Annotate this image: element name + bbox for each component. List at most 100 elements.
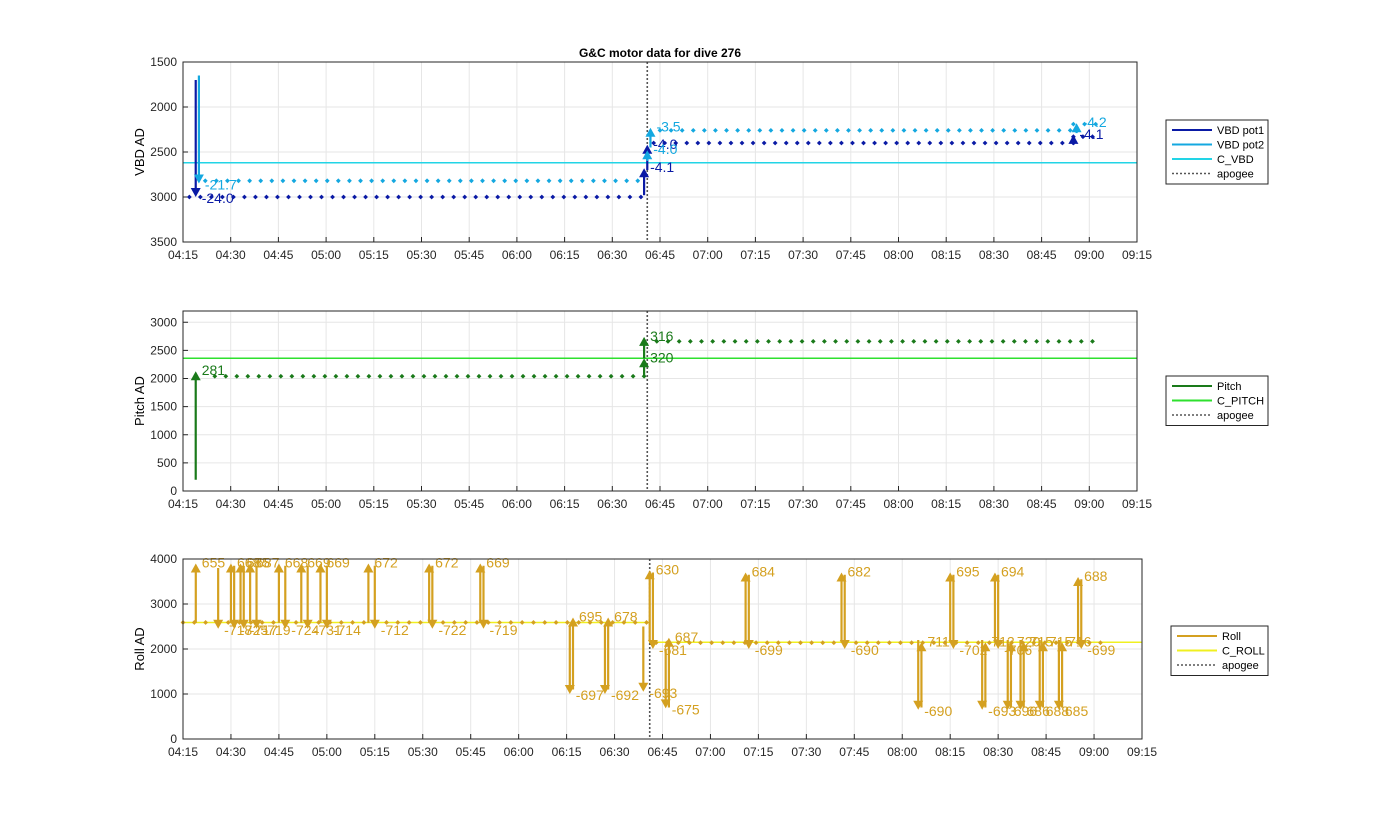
x-tick-label: 05:45 <box>456 745 486 759</box>
data-point <box>912 128 918 133</box>
data-point <box>553 373 559 379</box>
data-point <box>418 194 424 200</box>
data-point <box>1056 128 1062 133</box>
data-point <box>485 620 491 625</box>
move-arrowhead <box>193 174 204 184</box>
x-tick-label: 05:00 <box>311 248 341 262</box>
data-point <box>542 620 548 625</box>
legend-label: C_PITCH <box>1217 396 1264 408</box>
move-arrowhead <box>363 563 374 573</box>
data-point <box>916 140 922 146</box>
move-label: 684 <box>752 564 776 580</box>
data-point <box>975 640 981 646</box>
data-point <box>451 620 457 625</box>
data-point <box>197 194 203 200</box>
data-point <box>402 178 408 184</box>
move-label: -693 <box>649 685 677 701</box>
move-label: 320 <box>650 349 674 365</box>
y-tick-label: 0 <box>170 484 177 498</box>
x-tick-label: 07:00 <box>695 745 725 759</box>
data-point <box>956 128 962 133</box>
data-point <box>1037 140 1043 146</box>
data-point <box>861 140 866 146</box>
data-point <box>421 373 427 379</box>
data-point <box>350 620 355 625</box>
data-point <box>731 640 737 646</box>
data-point <box>546 178 552 184</box>
x-tick-label: 05:45 <box>454 497 484 511</box>
data-point <box>821 338 827 344</box>
data-point <box>1045 128 1051 133</box>
data-point <box>602 178 607 184</box>
data-point <box>319 194 324 200</box>
move-label: -24.0 <box>202 190 234 206</box>
data-point <box>344 373 350 379</box>
data-point <box>754 338 760 344</box>
data-point <box>297 194 302 200</box>
legend-label: apogee <box>1222 660 1259 672</box>
data-point <box>990 128 996 133</box>
data-point <box>203 620 209 625</box>
x-tick-label: 06:30 <box>600 745 630 759</box>
data-point <box>524 178 530 184</box>
x-tick-label: 09:00 <box>1074 497 1104 511</box>
move-arrowhead <box>296 563 307 573</box>
x-tick-label: 09:00 <box>1074 248 1104 262</box>
y-tick-label: 2500 <box>150 145 177 159</box>
y-tick-label: 2500 <box>150 343 177 357</box>
data-point <box>473 194 479 200</box>
x-tick-label: 07:30 <box>788 497 818 511</box>
data-point <box>768 128 774 133</box>
data-point <box>313 178 319 184</box>
data-point <box>850 140 855 146</box>
move-label: 281 <box>202 362 226 378</box>
data-point <box>1023 128 1029 133</box>
data-point <box>396 194 402 200</box>
move-label: -21.7 <box>205 177 237 193</box>
data-point <box>1071 121 1076 127</box>
data-point <box>933 338 939 344</box>
data-point <box>231 194 236 200</box>
y-tick-label: 2000 <box>150 100 177 114</box>
move-arrowhead <box>238 619 249 629</box>
data-point <box>564 373 570 379</box>
data-point <box>469 178 474 184</box>
y-tick-label: 1500 <box>150 55 177 69</box>
data-point <box>654 338 660 344</box>
x-tick-label: 06:30 <box>597 497 627 511</box>
data-point <box>766 338 771 344</box>
data-point <box>236 178 241 184</box>
move-label: 715 <box>1030 633 1054 649</box>
y-tick-label: 3000 <box>150 597 177 611</box>
data-point <box>407 194 413 200</box>
data-point <box>484 194 490 200</box>
move-arrowhead <box>302 619 313 629</box>
legend-label: apogee <box>1217 410 1254 422</box>
x-tick-label: 04:45 <box>264 745 294 759</box>
x-tick-label: 05:00 <box>311 497 341 511</box>
data-point <box>506 194 512 200</box>
data-point <box>424 178 430 184</box>
data-point <box>208 194 214 200</box>
data-point <box>363 194 368 200</box>
figure-title: G&C motor data for dive 276 <box>579 46 741 60</box>
move-label: 678 <box>614 609 638 625</box>
data-point <box>834 128 840 133</box>
data-point <box>225 620 231 625</box>
data-point <box>191 620 197 625</box>
data-point <box>805 140 811 146</box>
move-label: -699 <box>755 642 783 658</box>
move-label: 316 <box>650 328 674 344</box>
move-arrowhead <box>478 619 489 629</box>
move-label: 686 <box>1027 703 1051 719</box>
data-point <box>286 194 291 200</box>
data-point <box>1034 128 1040 133</box>
data-point <box>369 178 374 184</box>
data-point <box>638 194 644 200</box>
data-point <box>855 338 861 344</box>
legend-label: C_ROLL <box>1222 646 1265 658</box>
data-point <box>366 373 372 379</box>
data-point <box>690 128 696 133</box>
data-point <box>451 194 457 200</box>
